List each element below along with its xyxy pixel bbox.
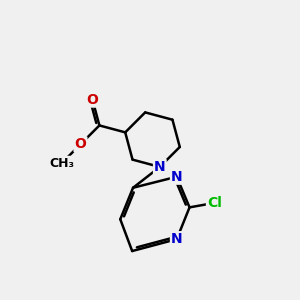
Text: O: O — [86, 93, 98, 106]
Text: N: N — [171, 232, 183, 246]
Text: O: O — [74, 137, 86, 152]
Text: N: N — [154, 160, 166, 174]
Text: N: N — [171, 170, 183, 184]
Text: Cl: Cl — [207, 196, 222, 210]
Text: CH₃: CH₃ — [49, 157, 74, 170]
